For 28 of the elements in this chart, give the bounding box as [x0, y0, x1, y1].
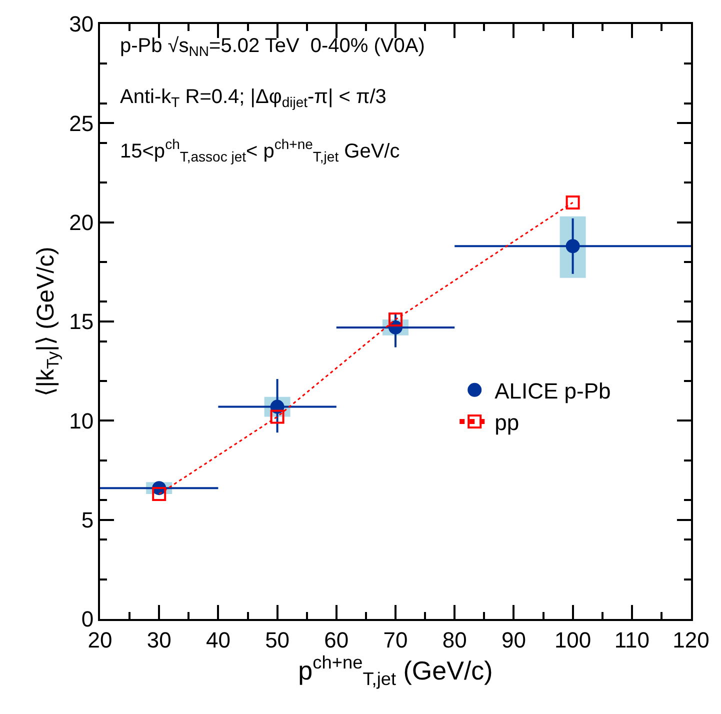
- x-tick-label: 60: [324, 627, 349, 652]
- x-tick-label: 120: [672, 627, 710, 652]
- y-tick-label: 30: [69, 12, 94, 37]
- x-tick-label: 90: [501, 627, 526, 652]
- x-axis-title: p$^{ch+ne}$$_{T,jet}$ (GeV/c): [298, 652, 493, 689]
- x-tick-label: 80: [442, 627, 467, 652]
- x-tick-label: 40: [206, 627, 230, 652]
- annotation: Anti-k$_{T}$ R=0.4; |Δφ$_{dijet}$-π| < π/3: [120, 86, 386, 110]
- y-tick-label: 5: [81, 508, 94, 533]
- legend-label: ALICE p-Pb: [494, 378, 611, 404]
- x-tick-label: 100: [554, 627, 592, 652]
- point: [566, 239, 580, 254]
- point: [152, 487, 166, 502]
- point: [388, 312, 402, 327]
- y-tick-label: 10: [69, 408, 94, 434]
- point: [566, 196, 580, 210]
- annotation: 15<p$^{ch}$$_{T,assoc jet}$< p$^{ch+ne}$$_{T,jet}$ GeV/c: [120, 136, 400, 165]
- point: [270, 410, 284, 424]
- legend-label: pp: [494, 410, 520, 436]
- x-tick-label: 50: [265, 627, 290, 652]
- x-tick-label: 110: [614, 627, 650, 652]
- y-tick-label: 0: [81, 606, 94, 632]
- x-tick-label: 70: [383, 627, 408, 652]
- x-tick-label: 30: [146, 627, 172, 652]
- y-tick-label: 25: [69, 110, 94, 136]
- annotation: p-Pb √s$_{NN}$=5.02 TeV 0-40% (V0A): [120, 35, 425, 60]
- y-tick-label: 20: [69, 210, 94, 236]
- y-tick-label: 15: [69, 309, 94, 334]
